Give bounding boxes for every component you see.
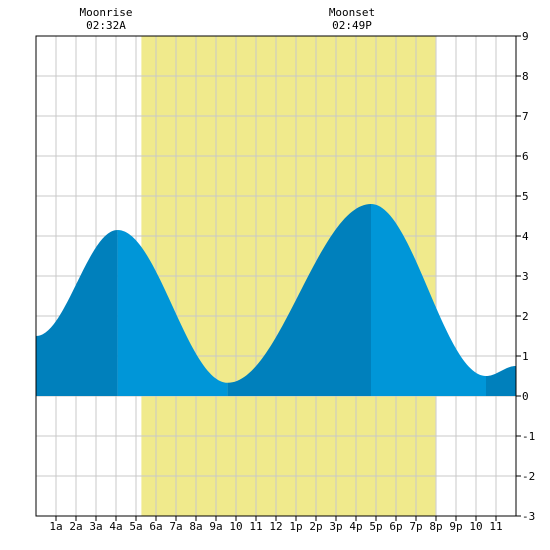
tide-area-rising [227,204,371,396]
x-tick-label: 10 [229,520,242,533]
x-tick-label: 1p [289,520,302,533]
x-tick-label: 9p [449,520,462,533]
x-tick-label: 5a [129,520,142,533]
x-tick-label: 2a [69,520,82,533]
tide-area-rising [486,366,516,396]
plot-frame-layer [35,35,521,521]
y-tick-label: 3 [522,270,529,283]
x-tick-label: 8a [189,520,202,533]
x-tick-labels: 1a 2a 3a 4a 5a 6a 7a 8a 9a 10 11 12 1p 2p 3p 4p 5p 6p 7p 8p… [49,520,502,533]
moon-event-time: 02:32A [86,19,126,32]
y-tick-labels: 9 8 7 6 5 4 3 2 1 0 -1 -2 -3 [522,30,535,523]
x-tick-label: 6a [149,520,162,533]
x-tick-label: 11 [249,520,262,533]
x-tick-label: 3p [329,520,342,533]
x-tick-label: 2p [309,520,322,533]
y-tick-label: 1 [522,350,529,363]
y-tick-label: 7 [522,110,529,123]
x-tick-label: 7a [169,520,182,533]
x-tick-label: 3a [89,520,102,533]
y-tick-label: 0 [522,390,529,403]
moon-event-time: 02:49P [332,19,372,32]
x-tick-label: 6p [389,520,402,533]
y-tick-label: 4 [522,230,529,243]
x-tick-label: 10 [469,520,482,533]
y-tick-label: 2 [522,310,529,323]
y-tick-label: -3 [522,510,535,523]
x-tick-label: 11 [489,520,502,533]
moon-event-label: Moonset [329,6,375,19]
x-tick-label: 4a [109,520,122,533]
x-tick-label: 8p [429,520,442,533]
tide-area-layer [36,204,516,396]
y-tick-label: 5 [522,190,529,203]
x-tick-label: 12 [269,520,282,533]
y-tick-label: -1 [522,430,535,443]
x-tick-label: 4p [349,520,362,533]
tide-area-falling [117,230,228,396]
moon-event-label: Moonrise [80,6,133,19]
y-tick-label: 6 [522,150,529,163]
x-tick-label: 9a [209,520,222,533]
x-tick-label: 1a [49,520,62,533]
y-tick-label: 9 [522,30,529,43]
y-tick-label: 8 [522,70,529,83]
y-tick-label: -2 [522,470,535,483]
x-tick-label: 7p [409,520,422,533]
tide-area-rising [36,230,118,396]
tide-area-falling [371,204,486,396]
x-tick-label: 5p [369,520,382,533]
